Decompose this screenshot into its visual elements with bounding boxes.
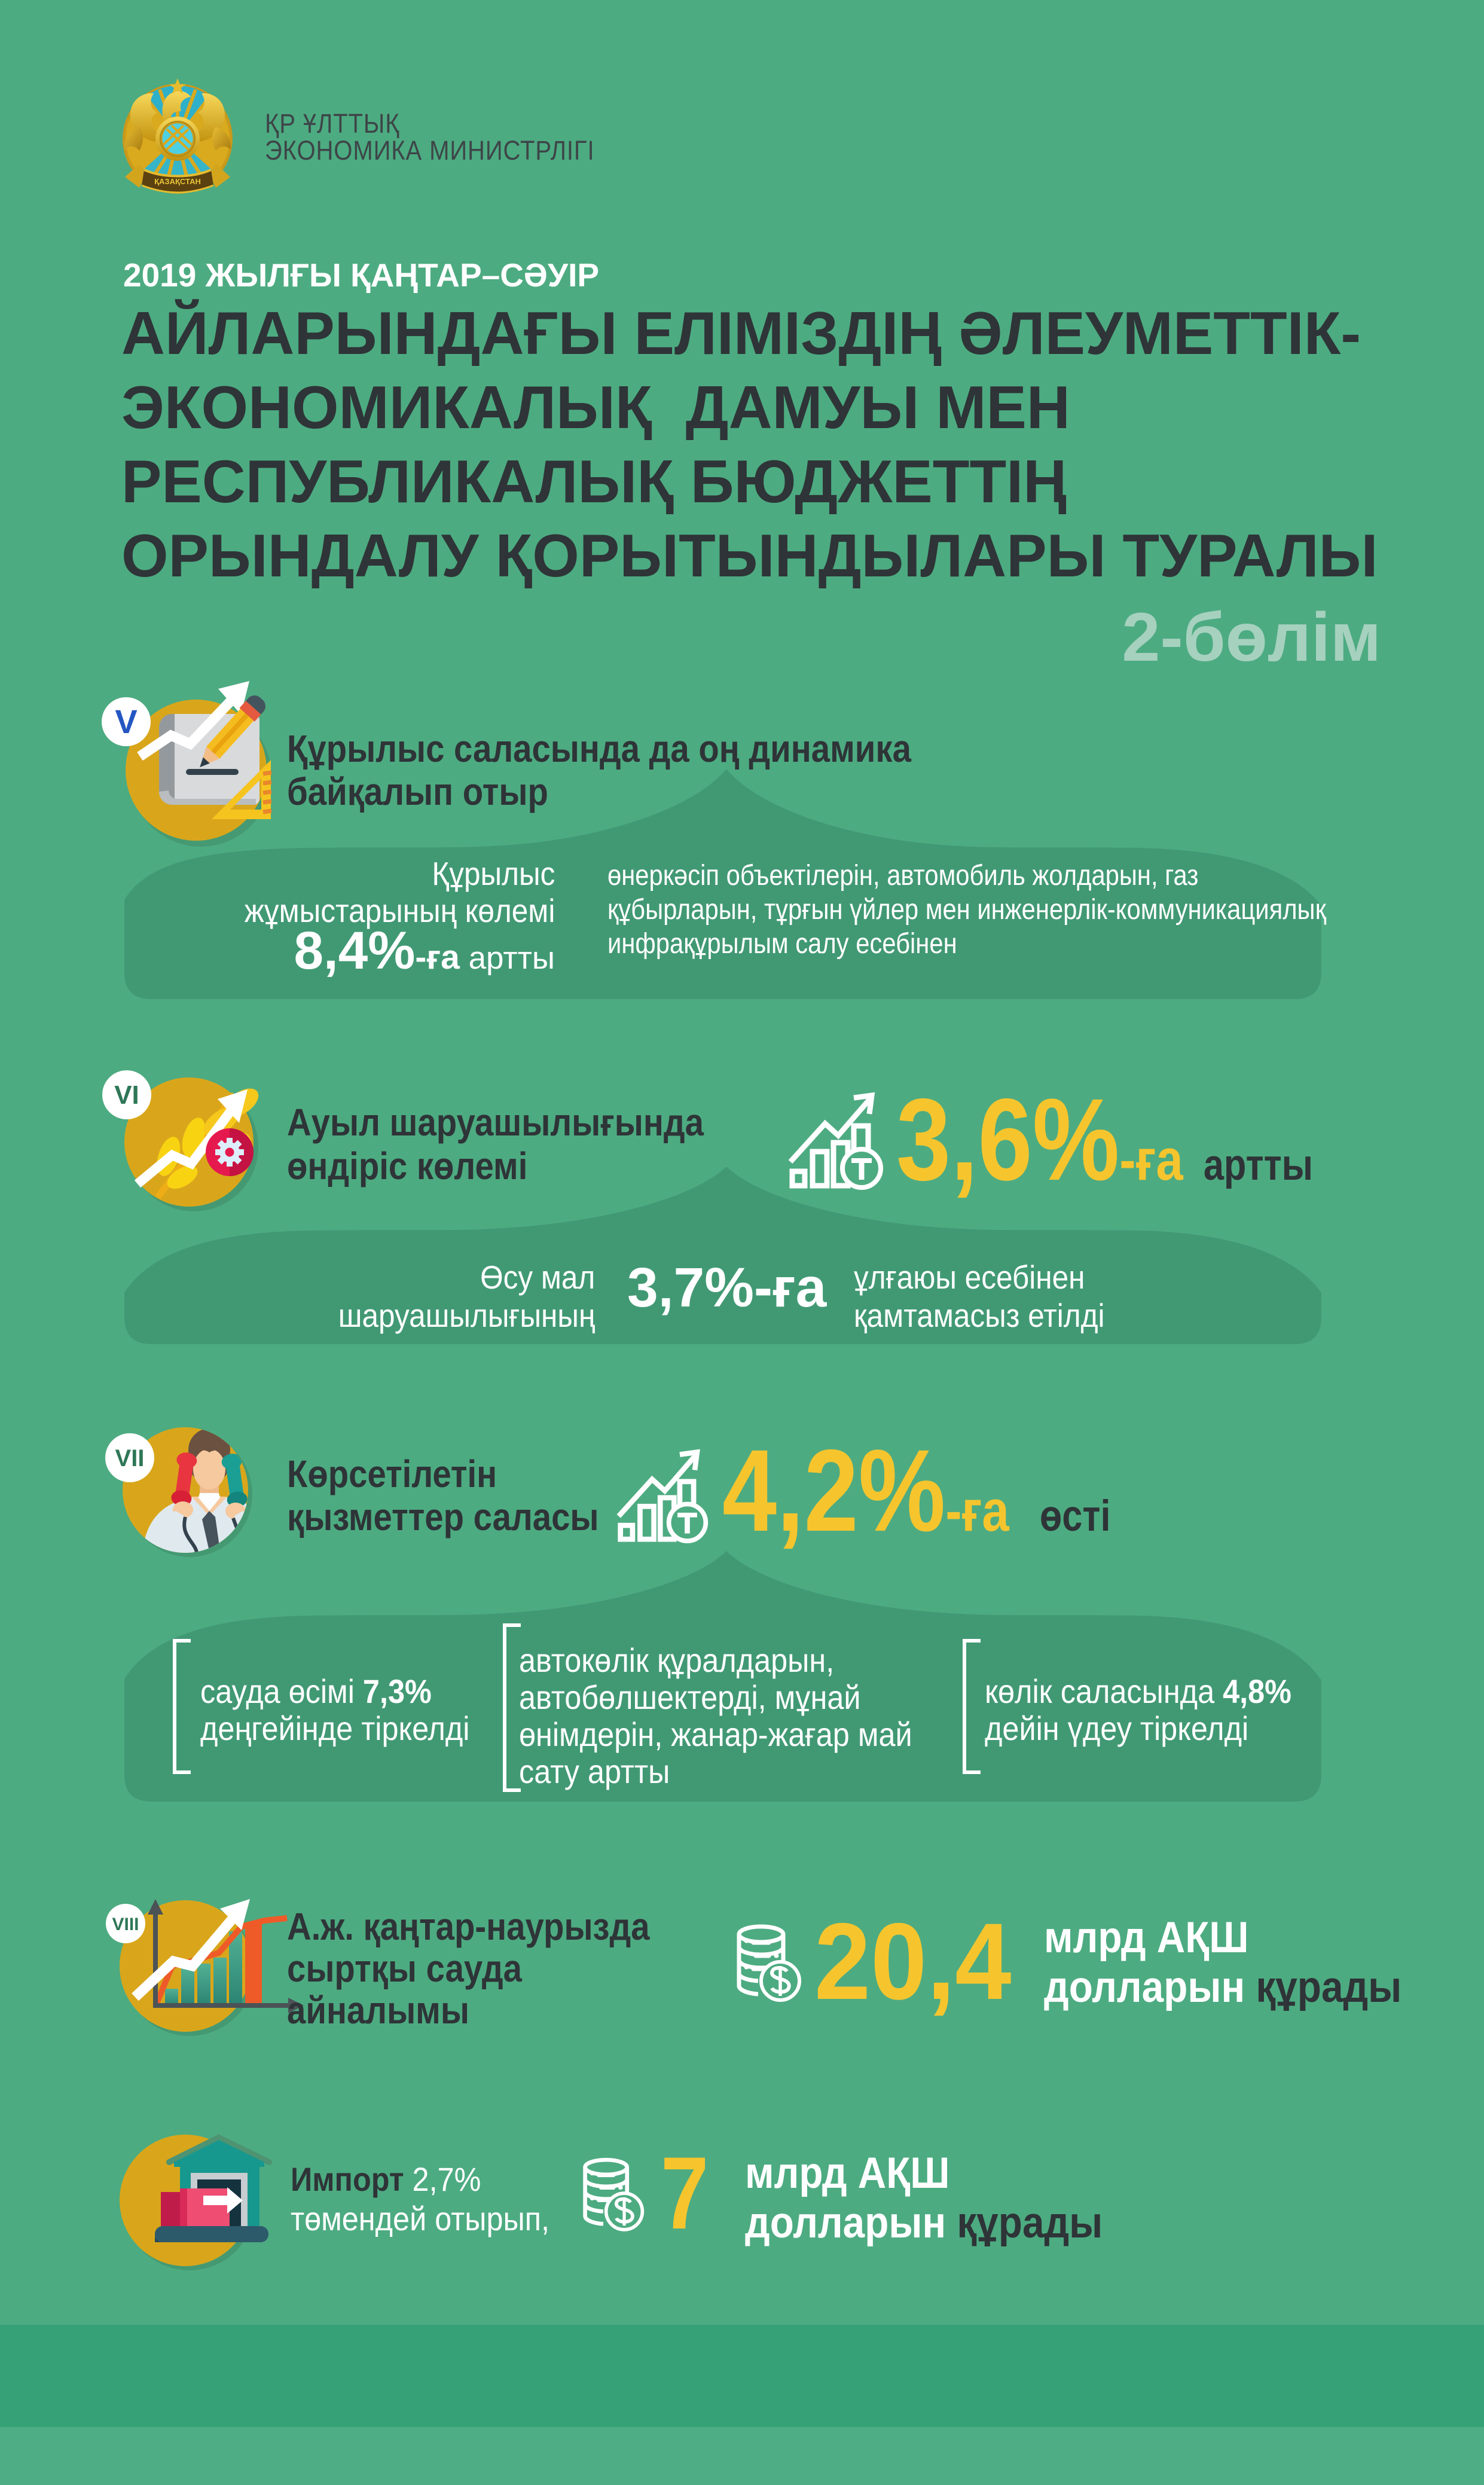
svg-text:VI: VI — [114, 1080, 139, 1110]
svg-text:VII: VII — [115, 1445, 145, 1472]
svg-text:ҚАЗАҚСТАН: ҚАЗАҚСТАН — [154, 177, 201, 186]
svg-text:VIII: VIII — [112, 1915, 139, 1934]
svg-text:V: V — [115, 703, 137, 740]
